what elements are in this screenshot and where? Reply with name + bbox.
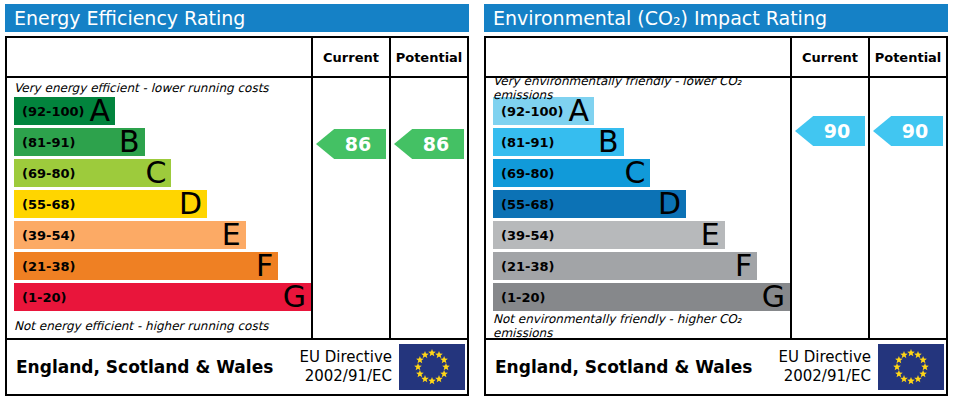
- band-bar-e: (39-54) E: [493, 221, 725, 249]
- band-letter: D: [179, 190, 202, 218]
- column-header-row: Current Potential: [486, 38, 946, 78]
- band-letter: E: [222, 221, 241, 249]
- band-row-f: (21-38) F: [14, 252, 311, 280]
- bands: (92-100) A (81-91) B (69-80) C (55-68) D (39-54)…: [14, 97, 311, 311]
- band-range-label: (92-100): [22, 104, 85, 119]
- band-letter: F: [735, 252, 752, 280]
- band-range-label: (39-54): [22, 228, 75, 243]
- band-range-label: (81-91): [501, 135, 554, 150]
- band-range-label: (55-68): [22, 197, 75, 212]
- region-label: England, Scotland & Wales: [16, 357, 300, 377]
- band-row-d: (55-68) D: [14, 190, 311, 218]
- band-range-label: (92-100): [501, 104, 564, 119]
- band-range-label: (39-54): [501, 228, 554, 243]
- band-letter: G: [283, 283, 306, 311]
- chart-row: Very environmentally friendly - lower CO…: [486, 78, 946, 338]
- band-row-e: (39-54) E: [14, 221, 311, 249]
- bands: (92-100) A (81-91) B (69-80) C (55-68) D (39-54)…: [493, 97, 790, 311]
- potential-rating-value: 86: [423, 133, 449, 155]
- eu-flag-icon: [399, 343, 465, 391]
- band-bar-c: (69-80) C: [14, 159, 171, 187]
- current-rating-value: 90: [824, 120, 850, 142]
- band-row-d: (55-68) D: [493, 190, 790, 218]
- column-header-row: Current Potential: [7, 38, 467, 78]
- band-range-label: (81-91): [22, 135, 75, 150]
- band-range-label: (69-80): [501, 166, 554, 181]
- chart-row: Very energy efficient - lower running co…: [7, 78, 467, 338]
- band-letter: G: [762, 283, 785, 311]
- rating-table: Current Potential Very environmentally f…: [484, 36, 948, 396]
- potential-rating-arrow: 90: [873, 116, 943, 146]
- band-range-label: (21-38): [22, 259, 75, 274]
- header-spacer: [486, 38, 790, 76]
- band-bar-b: (81-91) B: [14, 128, 145, 156]
- band-bar-d: (55-68) D: [493, 190, 686, 218]
- panel-footer: England, Scotland & Wales EU Directive 2…: [486, 338, 946, 394]
- band-range-label: (55-68): [501, 197, 554, 212]
- band-letter: C: [145, 159, 166, 187]
- eu-directive-label: EU Directive 2002/91/EC: [300, 348, 392, 386]
- potential-rating-arrow: 86: [394, 129, 464, 159]
- column-header-potential: Potential: [868, 38, 946, 76]
- band-row-g: (1-20) G: [14, 283, 311, 311]
- band-bar-d: (55-68) D: [14, 190, 207, 218]
- band-bar-g: (1-20) G: [14, 283, 311, 311]
- panel-title: Energy Efficiency Rating: [5, 4, 469, 32]
- column-header-potential: Potential: [389, 38, 467, 76]
- bottom-note: Not energy efficient - higher running co…: [14, 314, 311, 338]
- potential-rating-value: 90: [902, 120, 928, 142]
- column-header-current: Current: [311, 38, 389, 76]
- rating-table: Current Potential Very energy efficient …: [5, 36, 469, 396]
- column-header-current: Current: [790, 38, 868, 76]
- band-letter: F: [256, 252, 273, 280]
- panel-title: Environmental (CO₂) Impact Rating: [484, 4, 948, 32]
- band-bar-e: (39-54) E: [14, 221, 246, 249]
- bottom-note: Not environmentally friendly - higher CO…: [493, 314, 790, 338]
- potential-column: 90: [868, 78, 946, 338]
- band-bar-g: (1-20) G: [493, 283, 790, 311]
- current-rating-value: 86: [345, 133, 371, 155]
- band-letter: B: [119, 128, 140, 156]
- panel-footer: England, Scotland & Wales EU Directive 2…: [7, 338, 467, 394]
- band-letter: E: [701, 221, 720, 249]
- band-range-label: (1-20): [501, 290, 545, 305]
- band-bar-b: (81-91) B: [493, 128, 624, 156]
- band-range-label: (69-80): [22, 166, 75, 181]
- eu-directive-label: EU Directive 2002/91/EC: [779, 348, 871, 386]
- band-row-c: (69-80) C: [493, 159, 790, 187]
- band-row-g: (1-20) G: [493, 283, 790, 311]
- band-row-e: (39-54) E: [493, 221, 790, 249]
- eu-flag-icon: [878, 343, 944, 391]
- band-row-b: (81-91) B: [14, 128, 311, 156]
- band-letter: A: [568, 97, 589, 125]
- band-row-a: (92-100) A: [14, 97, 311, 125]
- current-rating-arrow: 86: [316, 129, 386, 159]
- potential-column: 86: [389, 78, 467, 338]
- band-chart: Very environmentally friendly - lower CO…: [486, 78, 790, 338]
- band-bar-a: (92-100) A: [14, 97, 115, 125]
- band-range-label: (1-20): [22, 290, 66, 305]
- band-bar-c: (69-80) C: [493, 159, 650, 187]
- energy-efficiency-panel: Energy Efficiency Rating Current Potenti…: [5, 4, 469, 396]
- band-bar-f: (21-38) F: [493, 252, 757, 280]
- band-letter: B: [598, 128, 619, 156]
- band-row-b: (81-91) B: [493, 128, 790, 156]
- current-column: 86: [311, 78, 389, 338]
- band-chart: Very energy efficient - lower running co…: [7, 78, 311, 338]
- band-letter: A: [89, 97, 110, 125]
- top-note: Very energy efficient - lower running co…: [14, 78, 311, 97]
- epc-charts: Energy Efficiency Rating Current Potenti…: [5, 4, 952, 396]
- header-spacer: [7, 38, 311, 76]
- band-row-c: (69-80) C: [14, 159, 311, 187]
- current-rating-arrow: 90: [795, 116, 865, 146]
- current-column: 90: [790, 78, 868, 338]
- top-note: Very environmentally friendly - lower CO…: [493, 78, 790, 97]
- region-label: England, Scotland & Wales: [495, 357, 779, 377]
- band-letter: C: [624, 159, 645, 187]
- band-range-label: (21-38): [501, 259, 554, 274]
- band-letter: D: [658, 190, 681, 218]
- environmental-impact-panel: Environmental (CO₂) Impact Rating Curren…: [484, 4, 948, 396]
- band-bar-f: (21-38) F: [14, 252, 278, 280]
- band-row-f: (21-38) F: [493, 252, 790, 280]
